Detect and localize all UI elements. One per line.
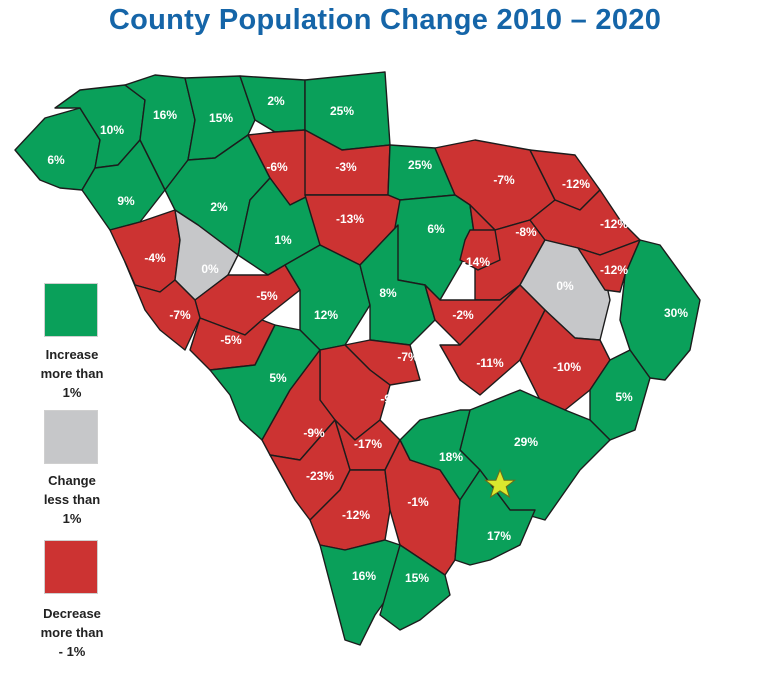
- county-change-label: -1%: [407, 495, 429, 509]
- legend-increase-line-2: more than: [40, 366, 104, 381]
- county-change-label: -12%: [600, 263, 628, 277]
- county-change-label: 10%: [100, 123, 124, 137]
- county-change-label: -6%: [266, 160, 288, 174]
- county-change-label: -23%: [306, 469, 334, 483]
- county-change-label: -2%: [452, 308, 474, 322]
- county-region: [379, 544, 451, 631]
- map-title: County Population Change 2010 – 2020: [108, 4, 662, 36]
- county-change-label: 2%: [210, 200, 228, 214]
- county-change-label: 25%: [408, 158, 432, 172]
- legend-swatch-stable: [44, 410, 98, 464]
- county-change-label: 0%: [556, 279, 574, 293]
- county-change-label: -7%: [169, 308, 191, 322]
- legend-increase-line-3: 1%: [62, 385, 82, 400]
- county-change-label: -12%: [342, 508, 370, 522]
- county-change-label: -5%: [220, 333, 242, 347]
- county-change-label: -14%: [462, 255, 490, 269]
- county-change-label: 12%: [314, 308, 338, 322]
- county-region: [424, 284, 521, 346]
- county-change-label: -7%: [493, 173, 515, 187]
- county-change-label: 15%: [209, 111, 233, 125]
- county-change-label: 5%: [269, 371, 287, 385]
- county-change-label: -9%: [380, 392, 402, 406]
- legend-decrease-line-1: Decrease: [43, 606, 101, 621]
- county-change-label: -8%: [515, 225, 537, 239]
- legend-swatch-decrease: [44, 540, 98, 594]
- legend-stable-line-3: 1%: [62, 511, 82, 526]
- legend-stable-line-2: less than: [43, 492, 101, 507]
- legend-label-stable: Change less than 1%: [32, 471, 112, 528]
- county-change-label: -7%: [397, 350, 419, 364]
- county-change-label: -10%: [553, 360, 581, 374]
- county-change-label: 29%: [514, 435, 538, 449]
- county-change-label: 25%: [330, 104, 354, 118]
- county-change-label: 8%: [379, 286, 397, 300]
- county-change-label: -4%: [144, 251, 166, 265]
- county-change-label: -17%: [354, 437, 382, 451]
- legend-swatch-increase: [44, 283, 98, 337]
- county-change-label: -9%: [303, 426, 325, 440]
- legend-label-decrease: Decrease more than - 1%: [32, 604, 112, 661]
- county-region: [124, 261, 201, 351]
- county-change-label: 16%: [153, 108, 177, 122]
- county-change-label: -11%: [476, 356, 504, 370]
- county-change-label: 0%: [201, 262, 219, 276]
- county-change-label: 17%: [487, 529, 511, 543]
- county-region: [459, 229, 501, 271]
- legend-label-increase: Increase more than 1%: [32, 345, 112, 402]
- county-labels: 6% 10% 16% 15% 2% 25% 9% 2% -6% -3% 25% -7% -12% -4% 0…: [47, 94, 688, 585]
- county-change-label: 9%: [117, 194, 135, 208]
- county-change-label: -12%: [600, 217, 628, 231]
- star-icon: [483, 468, 517, 499]
- county-change-label: 30%: [664, 306, 688, 320]
- county-change-label: 18%: [439, 450, 463, 464]
- legend-stable-line-1: Change: [48, 473, 96, 488]
- county-regions: [14, 71, 701, 646]
- county-region: [619, 239, 701, 381]
- county-change-label: -13%: [336, 212, 364, 226]
- county-change-label: -12%: [562, 177, 590, 191]
- county-change-label: 6%: [427, 222, 445, 236]
- county-change-label: 16%: [352, 569, 376, 583]
- county-change-label: 15%: [405, 571, 429, 585]
- county-change-label: -3%: [335, 160, 357, 174]
- county-change-label: 1%: [274, 233, 292, 247]
- county-change-label: -5%: [256, 289, 278, 303]
- county-change-label: 5%: [615, 390, 633, 404]
- legend-decrease-line-3: - 1%: [58, 644, 86, 659]
- legend-decrease-line-2: more than: [40, 625, 104, 640]
- county-change-label: 2%: [267, 94, 285, 108]
- county-change-label: 6%: [47, 153, 65, 167]
- legend-increase-line-1: Increase: [45, 347, 99, 362]
